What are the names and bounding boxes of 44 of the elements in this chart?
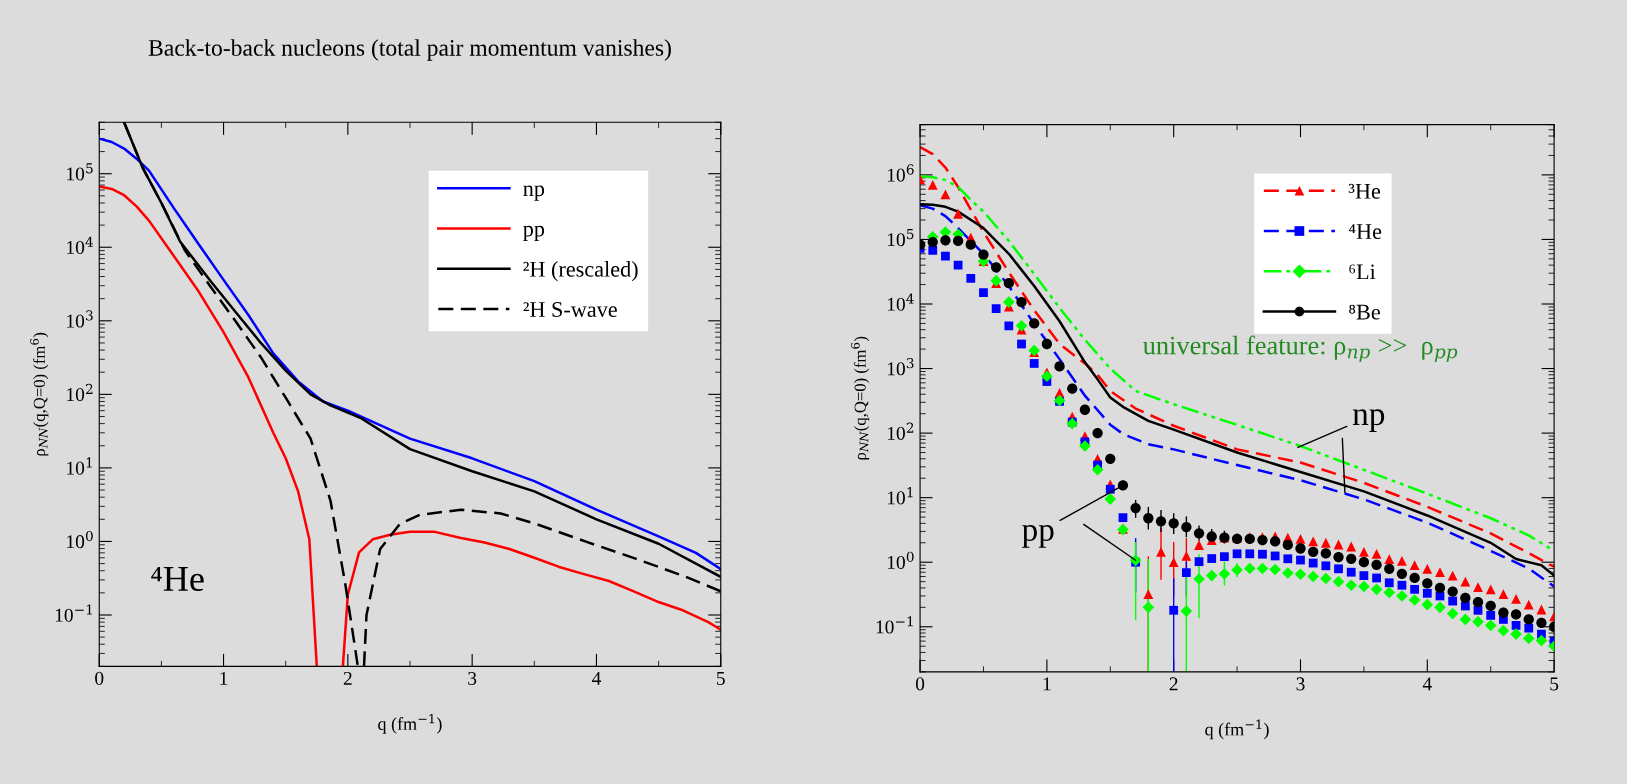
x-tick-label: 2 <box>1169 677 1178 691</box>
annotation: pp <box>1022 524 1054 548</box>
x-tick-label: 3 <box>468 671 477 685</box>
x-tick-label: 0 <box>95 671 104 685</box>
x-tick-label: 5 <box>717 672 725 685</box>
annotation: np <box>1352 409 1385 432</box>
y-axis-title: ρ$_{NN}$(q,Q=0) (fm$^{6}$) <box>30 332 49 456</box>
y-axis-title: ρ$_{NN}$(q,Q=0) (fm$^{6}$) <box>850 336 870 460</box>
y-tick-label: 10$^{0}$ <box>887 551 914 570</box>
y-tick-label: 10$^{3}$ <box>67 310 93 328</box>
y-tick-label: 10$^{1}$ <box>67 457 92 475</box>
legend-label: ⁴He <box>1348 224 1382 240</box>
y-tick-label: 10$^{4}$ <box>887 293 914 311</box>
y-tick-label: 10$^{1}$ <box>887 487 913 505</box>
x-tick-label: 1 <box>1043 677 1051 691</box>
y-tick-label: 10$^{0}$ <box>67 530 93 549</box>
y-tick-label: 10$^{5}$ <box>67 163 93 181</box>
legend-label: np <box>523 185 545 201</box>
y-tick-label: 10$^{5}$ <box>887 229 914 247</box>
legend-label: ²H S-wave <box>523 302 617 318</box>
y-tick-label: 10$^{3}$ <box>887 357 914 376</box>
x-tick-label: 0 <box>915 677 925 691</box>
y-tick-label: 10$^{−1}$ <box>55 604 92 622</box>
x-tick-label: 1 <box>220 671 228 685</box>
chart-title: Back-to-back nucleons (total pair momentum vanishes) <box>148 39 671 61</box>
x-tick-label: 3 <box>1296 677 1305 691</box>
x-tick-label: 5 <box>1550 677 1559 691</box>
legend-label: ³He <box>1348 183 1381 199</box>
y-tick-label: 10$^{−1}$ <box>876 616 913 634</box>
annotation: ⁴He <box>151 567 204 592</box>
y-tick-label: 10$^{2}$ <box>887 422 914 440</box>
y-tick-label: 10$^{2}$ <box>67 383 93 402</box>
x-tick-label: 4 <box>1422 677 1432 691</box>
legend-label: pp <box>523 225 545 241</box>
y-tick-label: 10$^{4}$ <box>67 236 94 255</box>
legend-label: ²H (rescaled) <box>523 261 638 282</box>
legend-label: ⁸Be <box>1349 304 1380 320</box>
legend-label: ⁶Li <box>1349 264 1376 280</box>
x-tick-label: 4 <box>591 671 602 685</box>
annotation: universal feature: ρ$_{np}$ >> ρ$_{pp}$ <box>1143 335 1458 363</box>
y-tick-label: 10$^{6}$ <box>887 164 914 182</box>
x-tick-label: 2 <box>343 671 352 685</box>
x-axis-title: q (fm$^{−1}$) <box>1205 719 1269 740</box>
x-axis-title: q (fm$^{−1}$) <box>378 713 442 734</box>
